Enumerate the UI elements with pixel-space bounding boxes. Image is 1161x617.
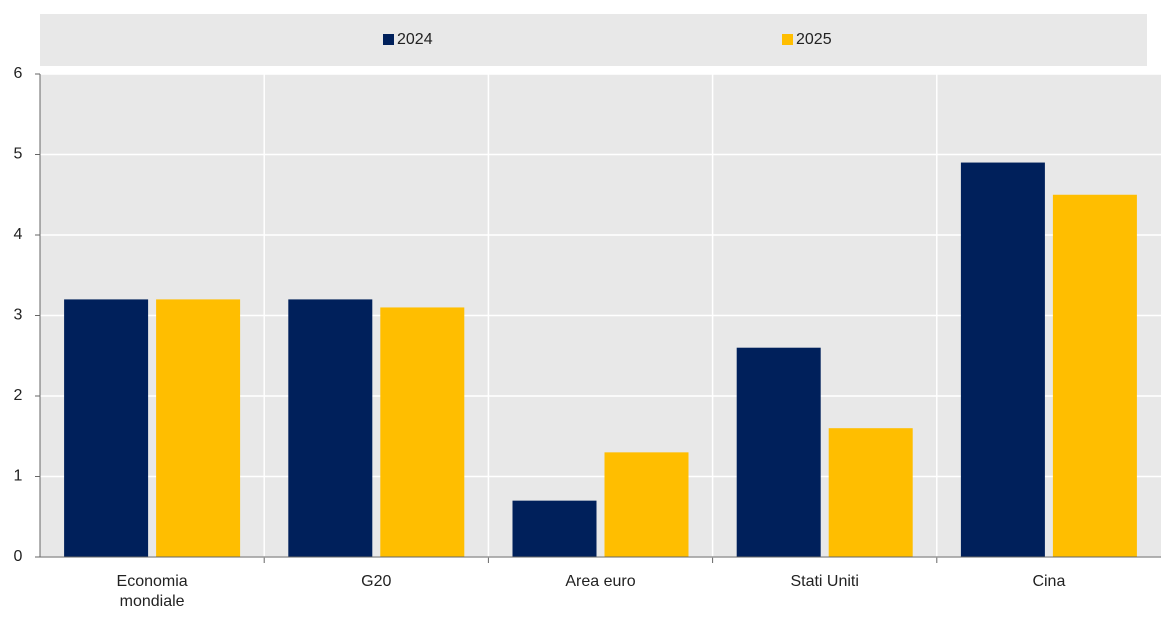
y-tick-label: 3 (14, 307, 23, 324)
y-tick-label: 2 (14, 387, 23, 404)
bar (604, 452, 689, 557)
bar (1052, 194, 1137, 557)
bar (380, 307, 465, 557)
legend-background (40, 14, 1147, 66)
bar (960, 162, 1045, 558)
legend-swatch (782, 34, 793, 45)
x-tick-label: Cina (1032, 573, 1066, 590)
bar (156, 299, 241, 557)
x-tick-label: Area euro (565, 573, 636, 590)
y-tick-label: 1 (14, 468, 23, 485)
legend-label: 2024 (397, 31, 433, 48)
bar (512, 500, 597, 557)
bar (736, 347, 821, 557)
y-tick-label: 6 (14, 65, 23, 82)
legend-swatch (383, 34, 394, 45)
y-tick-label: 5 (14, 146, 23, 163)
bar (828, 428, 913, 557)
bar (288, 299, 373, 557)
y-tick-label: 4 (14, 226, 23, 243)
x-tick-label: Economia mondiale (116, 573, 188, 610)
bar (64, 299, 149, 557)
legend-label: 2025 (796, 31, 832, 48)
x-tick-label: G20 (361, 573, 392, 590)
x-tick-label: Stati Uniti (790, 573, 859, 590)
y-tick-label: 0 (14, 548, 23, 565)
